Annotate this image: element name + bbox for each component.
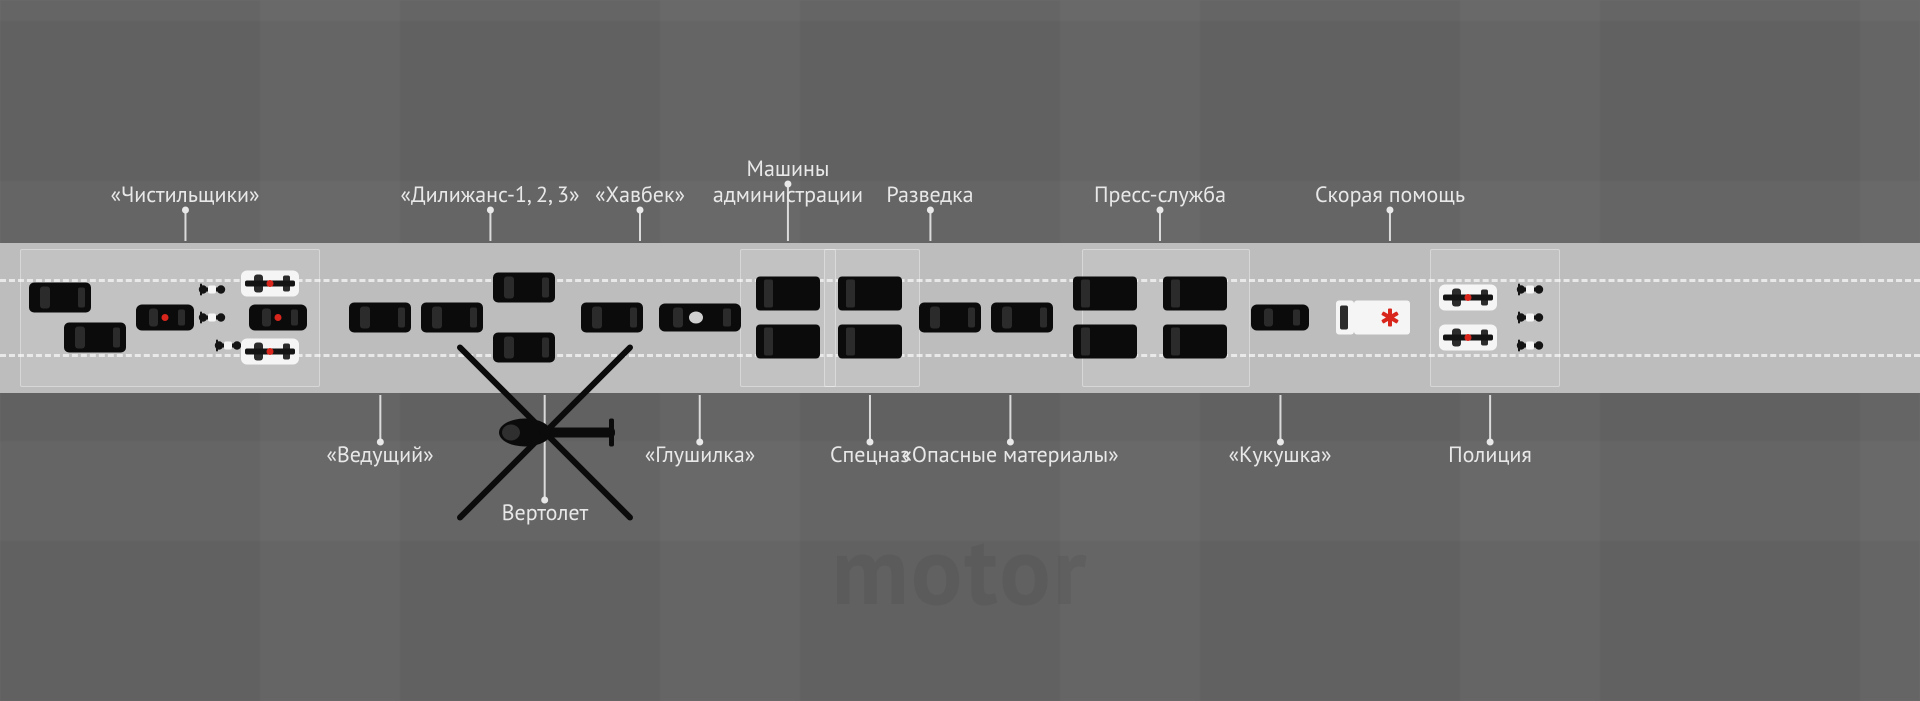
label-text: «Чистильщики» bbox=[110, 182, 259, 208]
label-pointer bbox=[184, 210, 186, 241]
vehicle-suv bbox=[915, 299, 985, 342]
label-pointer bbox=[1279, 395, 1281, 442]
vehicle-sedan bbox=[1247, 301, 1313, 340]
vehicle-van bbox=[834, 273, 906, 320]
vehicle-suv bbox=[489, 269, 559, 312]
label-pointer bbox=[639, 210, 641, 241]
label-dot bbox=[696, 439, 703, 446]
vehicle-suv bbox=[25, 279, 95, 322]
label-dot bbox=[487, 207, 494, 214]
vehicle-van bbox=[1069, 273, 1141, 320]
vehicle-van bbox=[1159, 273, 1231, 320]
label-dot bbox=[926, 207, 933, 214]
label-pointer bbox=[699, 395, 701, 442]
label-dot bbox=[1156, 207, 1163, 214]
group-label: «Дилижанс-1, 2, 3» bbox=[400, 182, 579, 208]
label-pointer bbox=[787, 184, 789, 241]
label-text: Спецназ bbox=[830, 442, 910, 468]
label-dot bbox=[784, 181, 791, 188]
vehicle-sedan bbox=[1435, 321, 1501, 360]
group-label: Пресс-служба bbox=[1094, 182, 1226, 208]
label-pointer bbox=[1009, 395, 1011, 442]
vehicle-suv bbox=[60, 319, 130, 362]
vehicle-bike bbox=[1512, 308, 1548, 333]
vehicle-suv bbox=[345, 299, 415, 342]
helicopter bbox=[450, 338, 640, 533]
label-dot bbox=[1387, 207, 1394, 214]
vehicle-van bbox=[752, 321, 824, 368]
group-label: «Глушилка» bbox=[645, 442, 756, 468]
label-text: «Опасные материалы» bbox=[901, 442, 1118, 468]
label-dot bbox=[1277, 439, 1284, 446]
group-label: Полиция bbox=[1448, 442, 1532, 468]
label-pointer bbox=[869, 395, 871, 442]
label-text: Скорая помощь bbox=[1315, 182, 1465, 208]
diagram-stage: «Чистильщики» «Дилижанс-1, 2, 3» «Хавбек» М… bbox=[0, 0, 1920, 701]
group-label: Спецназ bbox=[830, 442, 910, 468]
label-pointer bbox=[1159, 210, 1161, 241]
vehicle-sedan bbox=[132, 301, 198, 340]
vehicle-suv bbox=[577, 299, 647, 342]
label-text: «Дилижанс-1, 2, 3» bbox=[400, 182, 579, 208]
group-label: Разведка bbox=[886, 182, 973, 208]
label-dot bbox=[181, 207, 188, 214]
vehicle-sedan bbox=[237, 335, 303, 374]
label-text: Полиция bbox=[1448, 442, 1532, 468]
group-label: «Хавбек» bbox=[595, 182, 685, 208]
group-label: Машиныадминистрации bbox=[713, 156, 863, 209]
label-pointer bbox=[1489, 395, 1491, 442]
label-text: Разведка bbox=[886, 182, 973, 208]
vehicle-bike bbox=[1512, 280, 1548, 305]
label-dot bbox=[376, 439, 383, 446]
vehicle-sedan bbox=[1435, 281, 1501, 320]
label-dot bbox=[1006, 439, 1013, 446]
vehicle-van bbox=[1069, 321, 1141, 368]
label-text: «Глушилка» bbox=[645, 442, 756, 468]
vehicle-van bbox=[752, 273, 824, 320]
label-text: «Кукушка» bbox=[1228, 442, 1331, 468]
group-label: «Чистильщики» bbox=[110, 182, 259, 208]
label-pointer bbox=[489, 210, 491, 241]
vehicle-ambulance bbox=[1332, 297, 1414, 344]
vehicle-limo bbox=[655, 300, 745, 341]
group-label: «Ведущий» bbox=[326, 442, 433, 468]
label-dot bbox=[636, 207, 643, 214]
label-text: «Ведущий» bbox=[326, 442, 433, 468]
label-text: «Хавбек» bbox=[595, 182, 685, 208]
vehicle-bike bbox=[1512, 336, 1548, 361]
group-label: «Кукушка» bbox=[1228, 442, 1331, 468]
label-dot bbox=[867, 439, 874, 446]
label-pointer bbox=[1389, 210, 1391, 241]
label-pointer bbox=[379, 395, 381, 442]
group-label: «Опасные материалы» bbox=[901, 442, 1118, 468]
vehicle-van bbox=[1159, 321, 1231, 368]
label-dot bbox=[1486, 439, 1493, 446]
group-label: Скорая помощь bbox=[1315, 182, 1465, 208]
label-pointer bbox=[929, 210, 931, 241]
vehicle-suv bbox=[417, 299, 487, 342]
label-text: Пресс-служба bbox=[1094, 182, 1226, 208]
vehicle-bike bbox=[194, 308, 230, 333]
vehicle-van bbox=[834, 321, 906, 368]
vehicle-bike bbox=[194, 280, 230, 305]
vehicle-suv bbox=[987, 299, 1057, 342]
